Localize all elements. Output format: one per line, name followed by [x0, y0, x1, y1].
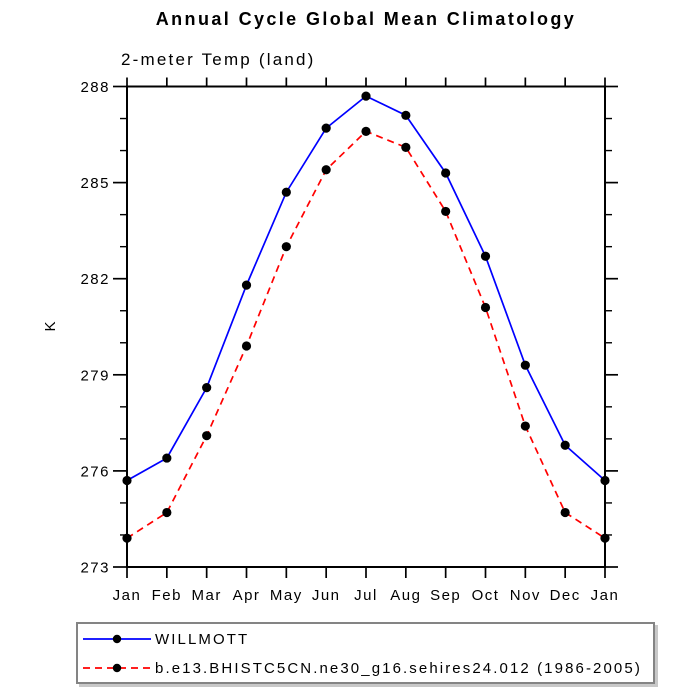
data-point-marker — [441, 168, 451, 178]
legend-box: WILLMOTT b.e13.BHISTC5CN.ne30_g16.sehire… — [76, 622, 655, 684]
data-point-marker — [281, 187, 291, 197]
data-point-marker — [241, 280, 252, 290]
x-tick-label: Aug — [390, 587, 421, 604]
legend-label-willmott: WILLMOTT — [155, 630, 250, 648]
data-point-marker — [321, 123, 331, 133]
x-tick-label: Jul — [354, 587, 378, 604]
data-point-marker — [401, 142, 411, 152]
chart-title: Annual Cycle Global Mean Climatology — [155, 9, 577, 29]
y-tick-label: 279 — [80, 367, 110, 384]
data-point-marker — [241, 341, 252, 351]
data-point-marker — [361, 91, 371, 101]
x-tick-label: Feb — [152, 587, 182, 604]
chart-subtitle: 2-meter Temp (land) — [121, 50, 316, 69]
data-point-marker — [122, 475, 132, 486]
y-tick-label: 288 — [80, 79, 110, 96]
legend-label-model: b.e13.BHISTC5CN.ne30_g16.sehires24.012 (… — [155, 659, 642, 677]
series-line-0 — [126, 95, 606, 482]
x-tick-label: Sep — [430, 587, 461, 604]
data-point-marker — [520, 421, 530, 431]
y-tick-label: 282 — [80, 271, 110, 288]
data-point-marker — [361, 126, 371, 136]
x-tick-label: May — [270, 587, 303, 604]
x-tick-label: Nov — [510, 587, 541, 604]
legend-item-willmott: WILLMOTT — [81, 629, 249, 649]
data-point-marker — [600, 475, 610, 486]
x-tick-label: Jun — [312, 587, 341, 604]
legend-solid-line-icon — [83, 634, 151, 644]
x-tick-label: Mar — [191, 587, 221, 604]
data-point-marker — [560, 507, 570, 518]
data-point-marker — [321, 165, 331, 175]
plot-box — [126, 85, 606, 568]
data-point-marker — [202, 383, 212, 393]
data-point-marker — [480, 302, 491, 313]
legend-item-model: b.e13.BHISTC5CN.ne30_g16.sehires24.012 (… — [81, 658, 642, 678]
series-line-1 — [126, 130, 606, 539]
x-tick-label: Jan — [591, 587, 620, 604]
data-point-marker — [401, 110, 411, 120]
y-tick-label: 273 — [80, 560, 110, 577]
data-point-marker — [520, 360, 530, 370]
data-point-marker — [480, 251, 491, 261]
x-tick-label: Dec — [550, 587, 581, 604]
data-point-marker — [162, 507, 172, 518]
data-point-marker — [162, 453, 172, 463]
x-tick-label: Oct — [472, 587, 500, 604]
plot-svg: 273 276 279 282 285 288 Jan Feb Mar Apr May Jun Jul A… — [80, 77, 620, 604]
x-tick-label: Apr — [233, 587, 261, 604]
legend-dashed-line-icon — [83, 663, 151, 673]
data-point-marker — [441, 206, 451, 217]
data-point-marker — [281, 242, 291, 252]
y-tick-label: 276 — [80, 463, 110, 480]
data-point-marker — [600, 533, 610, 543]
data-point-marker — [122, 533, 132, 543]
y-tick-label: 285 — [80, 175, 110, 192]
data-point-marker — [202, 431, 212, 441]
data-point-marker — [560, 440, 570, 450]
x-tick-label: Jan — [113, 587, 142, 604]
